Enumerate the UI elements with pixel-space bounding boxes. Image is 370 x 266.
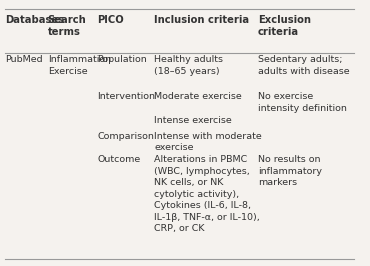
Text: Search
terms: Search terms: [48, 15, 87, 37]
Text: Databases: Databases: [5, 15, 64, 24]
Text: Intervention: Intervention: [97, 92, 155, 101]
Text: Exclusion
criteria: Exclusion criteria: [258, 15, 311, 37]
Text: Alterations in PBMC
(WBC, lymphocytes,
NK cells, or NK
cytolytic activity),
Cyto: Alterations in PBMC (WBC, lymphocytes, N…: [154, 155, 260, 233]
Text: Intense exercise: Intense exercise: [154, 116, 232, 125]
Text: Inclusion criteria: Inclusion criteria: [154, 15, 249, 24]
Text: Healthy adults
(18–65 years): Healthy adults (18–65 years): [154, 55, 223, 76]
Text: Comparison: Comparison: [97, 132, 154, 141]
Text: Sedentary adults;
adults with disease: Sedentary adults; adults with disease: [258, 55, 349, 76]
Text: PICO: PICO: [97, 15, 124, 24]
Text: Population: Population: [97, 55, 147, 64]
Text: No results on
inflammatory
markers: No results on inflammatory markers: [258, 155, 322, 187]
Text: Moderate exercise: Moderate exercise: [154, 92, 242, 101]
Text: Outcome: Outcome: [97, 155, 141, 164]
Text: Inflammation
Exercise: Inflammation Exercise: [48, 55, 111, 76]
Text: Intense with moderate
exercise: Intense with moderate exercise: [154, 132, 262, 152]
Text: PubMed: PubMed: [5, 55, 43, 64]
Text: No exercise
intensity definition: No exercise intensity definition: [258, 92, 346, 113]
